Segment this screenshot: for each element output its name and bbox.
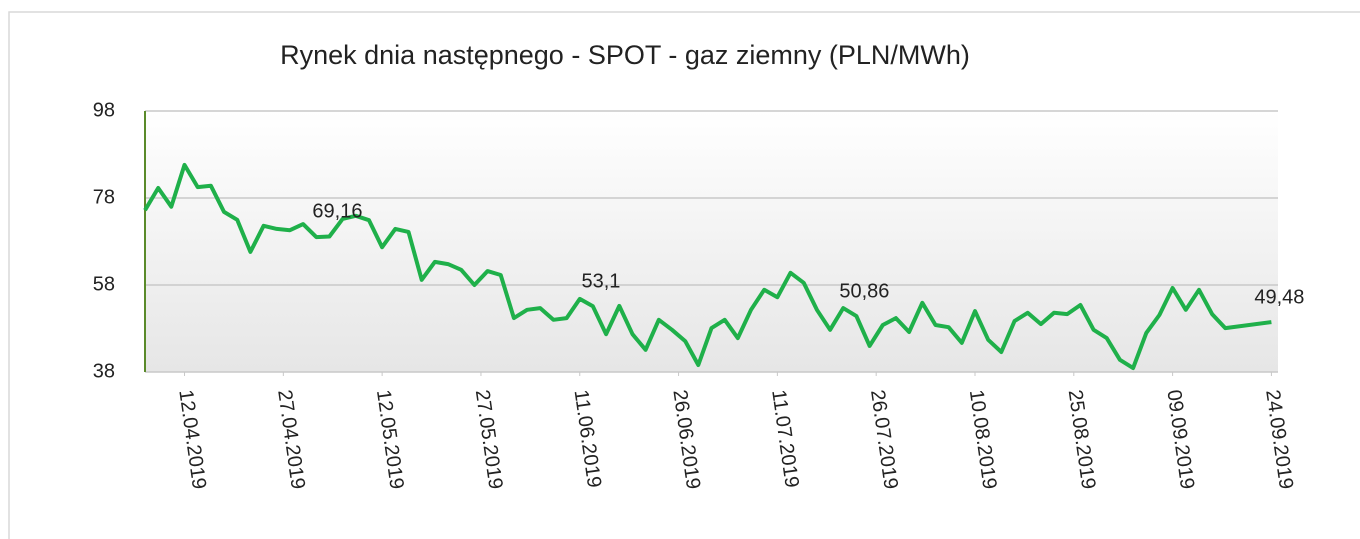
y-tick-label: 38 (93, 360, 115, 382)
data-label: 49,48 (1254, 286, 1304, 308)
data-label: 69,16 (312, 201, 362, 223)
chart-title: Rynek dnia następnego - SPOT - gaz ziemn… (280, 40, 970, 70)
data-label: 50,86 (839, 280, 889, 302)
x-tick-label: 24.09.2019 (1261, 388, 1297, 490)
y-tick-label: 98 (93, 99, 115, 121)
y-tick-label: 78 (93, 186, 115, 208)
x-tick-label: 27.05.2019 (471, 388, 507, 490)
x-tick-label: 12.05.2019 (372, 388, 408, 490)
frame (8, 11, 1360, 539)
x-tick-label: 26.07.2019 (866, 388, 902, 490)
x-tick-label: 12.04.2019 (174, 388, 210, 490)
x-tick-label: 27.04.2019 (273, 388, 309, 490)
x-tick-label: 11.06.2019 (570, 388, 606, 489)
x-tick-label: 26.06.2019 (668, 388, 704, 490)
x-tick-label: 11.07.2019 (767, 388, 803, 489)
x-tick-label: 10.08.2019 (965, 388, 1001, 490)
series-line (143, 162, 1272, 371)
x-tick-label: 25.08.2019 (1064, 388, 1100, 490)
data-label: 53,1 (581, 271, 620, 293)
x-tick-label: 09.09.2019 (1162, 388, 1198, 490)
y-tick-label: 58 (93, 273, 115, 295)
